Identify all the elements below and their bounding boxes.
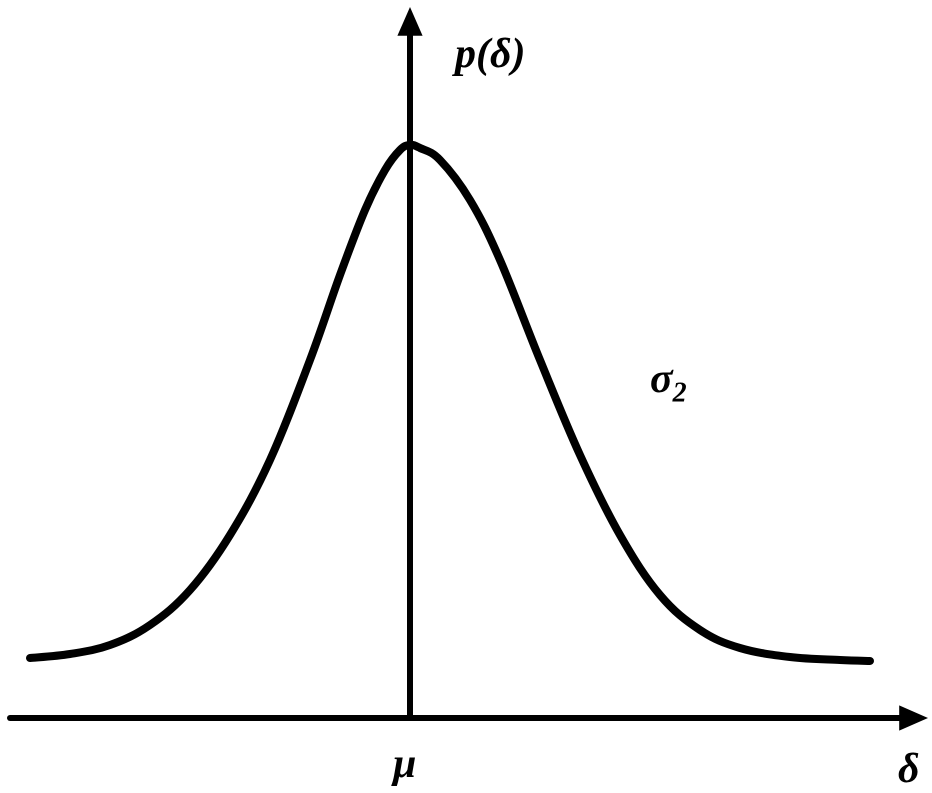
mu-label: μ (393, 740, 416, 788)
sigma-label: σ2 (650, 355, 687, 409)
sigma-subscript: 2 (673, 377, 687, 408)
normal-distribution-chart: p(δ) δ μ σ2 (0, 0, 932, 791)
chart-svg (0, 0, 932, 791)
y-axis-label: p(δ) (455, 30, 526, 78)
x-axis-label: δ (898, 745, 920, 793)
distribution-curve (30, 145, 870, 661)
sigma-symbol: σ (650, 356, 673, 402)
